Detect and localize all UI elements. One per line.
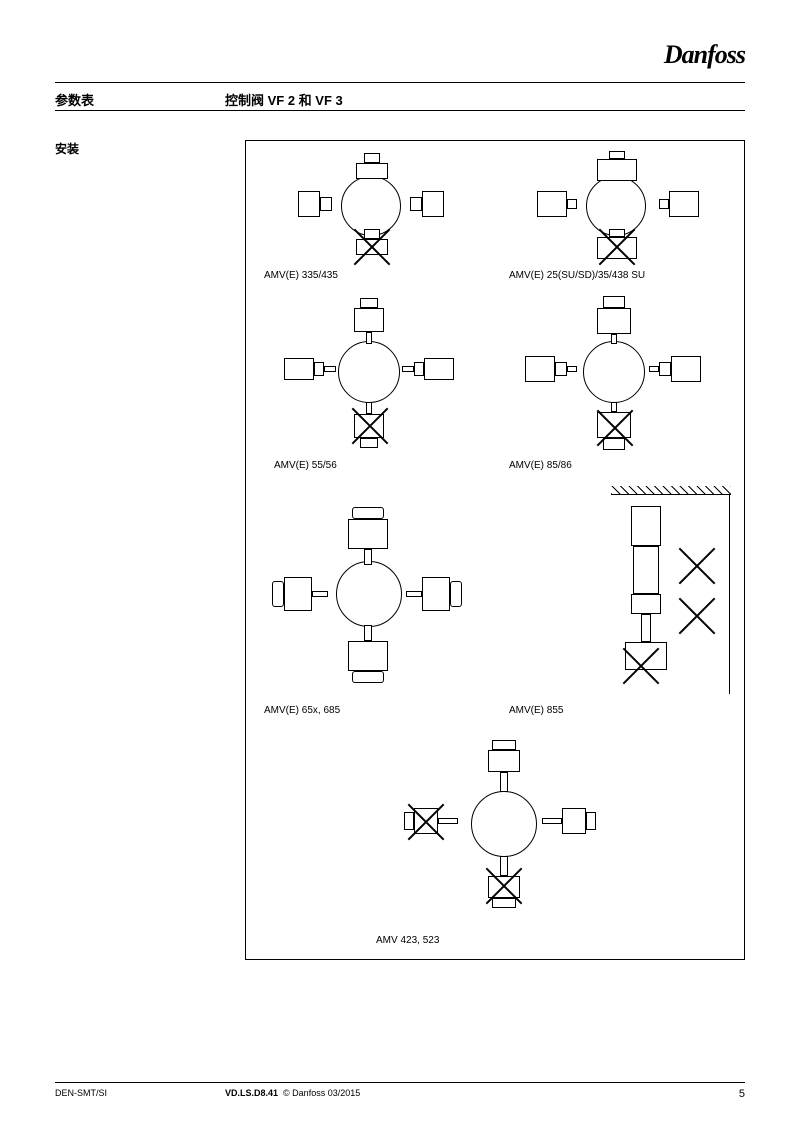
actuator-icon <box>410 191 444 217</box>
rule-top <box>55 82 745 83</box>
footer-copyright: © Danfoss 03/2015 <box>283 1088 360 1098</box>
footer-doc-code: VD.LS.D8.41 <box>225 1088 278 1098</box>
not-allowed-icon <box>677 546 717 586</box>
diagram-panel: AMV(E) 335/435 <box>245 140 745 960</box>
ceiling-hatch <box>611 486 731 494</box>
brand-logo: Danfoss <box>664 40 745 70</box>
not-allowed-icon <box>352 227 392 267</box>
diagram-cell: AMV(E) 85/86 <box>501 296 736 471</box>
footer-doc: VD.LS.D8.41 © Danfoss 03/2015 <box>225 1088 360 1098</box>
header-title: 控制阀 VF 2 和 VF 3 <box>225 90 343 109</box>
ceiling-line <box>611 494 731 495</box>
diagram-label: AMV(E) 855 <box>509 705 563 716</box>
rule-under-header <box>55 110 745 111</box>
diagram-cell: AMV(E) 65x, 685 <box>256 501 491 716</box>
not-allowed-icon <box>484 866 524 906</box>
diagram-cell: AMV(E) 55/56 <box>256 296 491 471</box>
diagram-label: AMV 423, 523 <box>376 935 439 946</box>
not-allowed-icon <box>350 406 390 446</box>
footer-page-number: 5 <box>739 1088 745 1100</box>
not-allowed-icon <box>621 646 661 686</box>
diagram-label: AMV(E) 25(SU/SD)/35/438 SU <box>509 270 645 281</box>
not-allowed-icon <box>677 596 717 636</box>
diagram-cell: AMV(E) 25(SU/SD)/35/438 SU <box>501 151 736 281</box>
diagram-label: AMV(E) 335/435 <box>264 270 338 281</box>
diagram-cell: AMV(E) 335/435 <box>256 151 491 281</box>
orientation-circle <box>336 561 402 627</box>
not-allowed-icon <box>406 802 446 842</box>
actuator-icon <box>298 191 332 217</box>
not-allowed-icon <box>595 408 635 448</box>
orientation-circle <box>338 341 400 403</box>
orientation-circle <box>583 341 645 403</box>
not-allowed-icon <box>597 227 637 267</box>
diagram-label: AMV(E) 55/56 <box>274 460 337 471</box>
actuator-icon <box>356 153 388 181</box>
wall-line <box>729 494 730 694</box>
footer-rule <box>55 1082 745 1083</box>
section-title: 安装 <box>55 140 79 157</box>
diagram-label: AMV(E) 85/86 <box>509 460 572 471</box>
diagram-cell: AMV 423, 523 <box>356 736 656 946</box>
diagram-cell: AMV(E) 855 <box>501 486 736 716</box>
orientation-circle <box>471 791 537 857</box>
diagram-label: AMV(E) 65x, 685 <box>264 705 340 716</box>
footer-dept: DEN-SMT/SI <box>55 1088 107 1098</box>
header-left: 参数表 <box>55 90 94 109</box>
page-footer: DEN-SMT/SI VD.LS.D8.41 © Danfoss 03/2015… <box>55 1082 745 1083</box>
